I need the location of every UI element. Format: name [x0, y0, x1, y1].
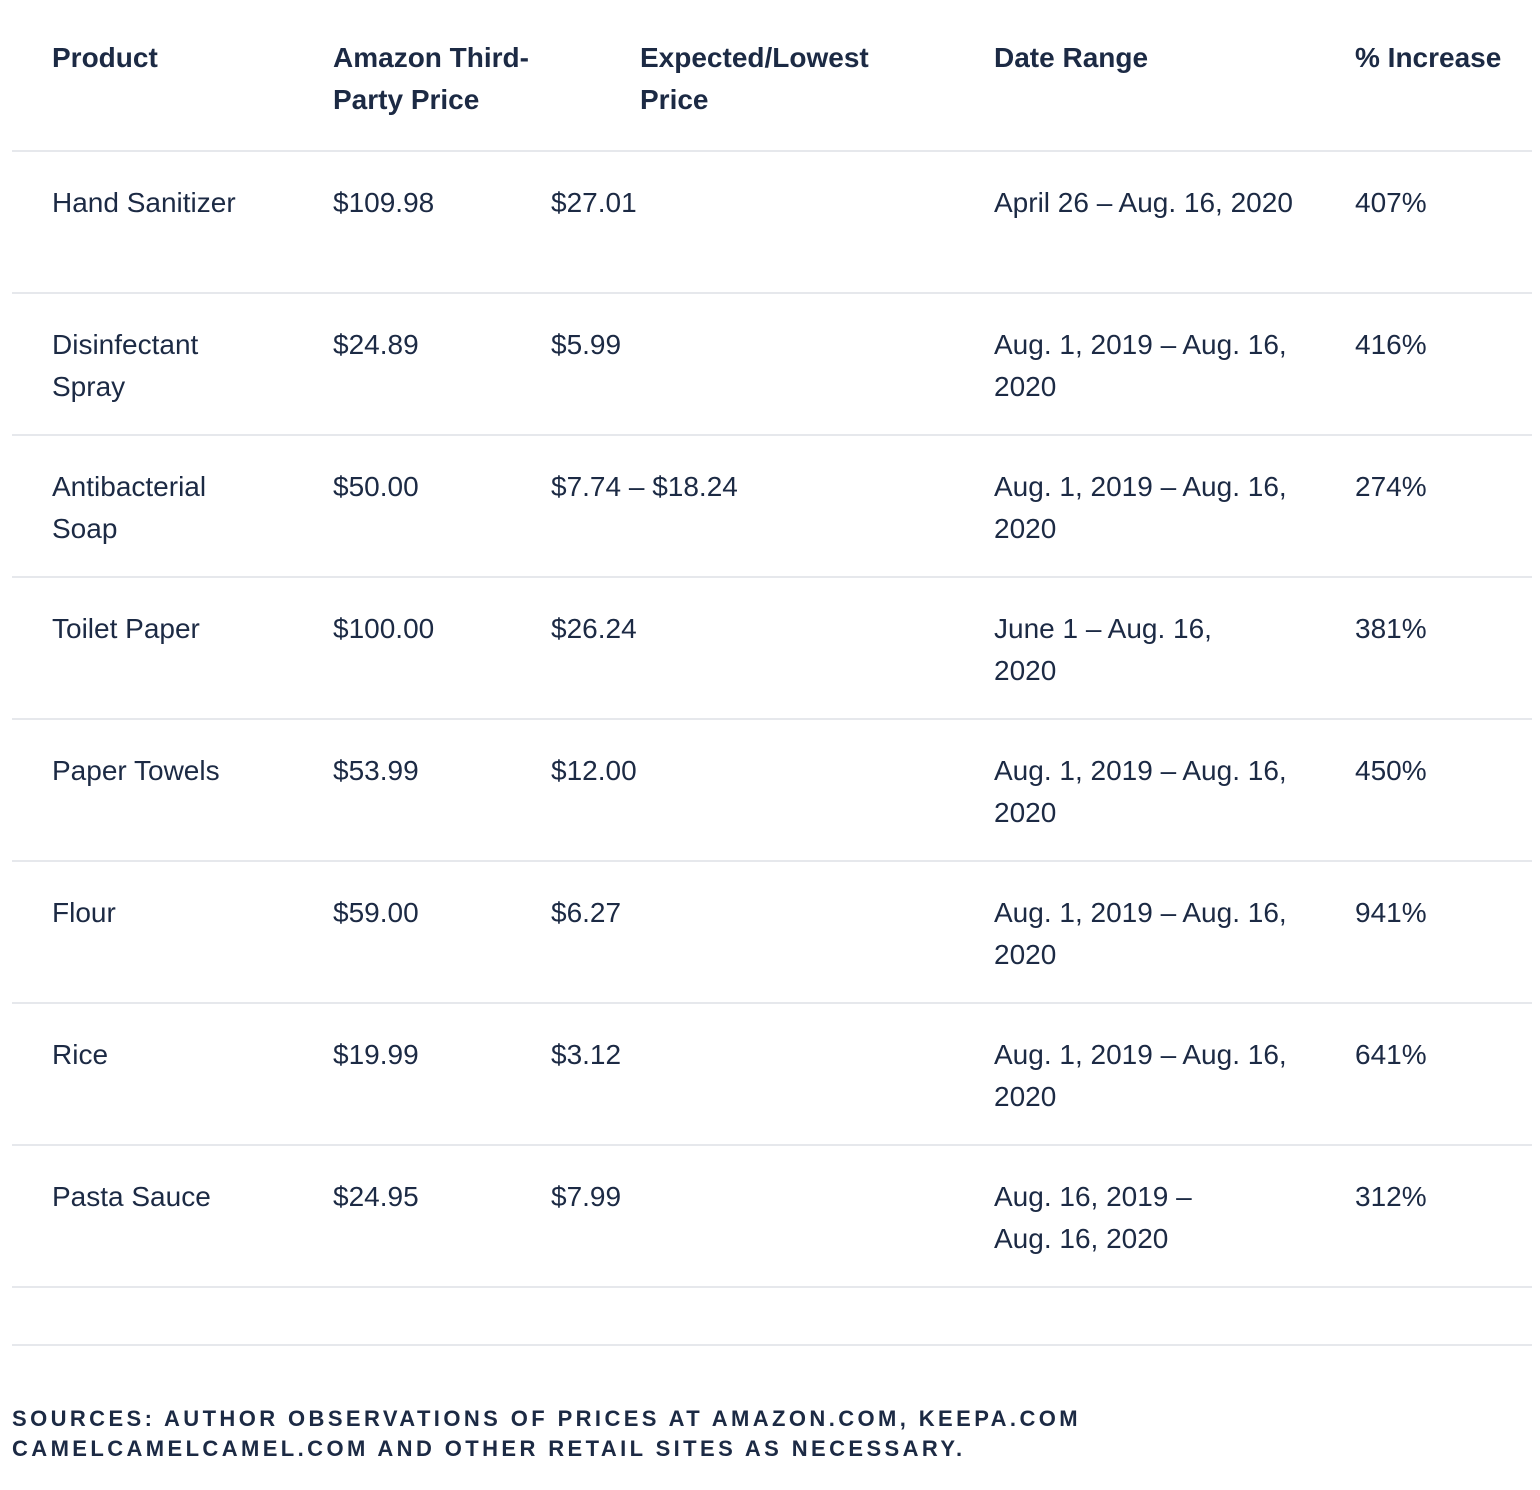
cell-pct-increase: 416% [1355, 329, 1427, 360]
cell-date-range: Aug. 1, 2019 – Aug. 16, 2020 [994, 755, 1287, 828]
table-row: Disinfectant Spray $24.89 $5.99 Aug. 1, … [12, 294, 1532, 436]
cell-amazon-price: $59.00 [333, 897, 419, 928]
header-product: Product [52, 42, 158, 73]
cell-date-range: Aug. 1, 2019 – Aug. 16, 2020 [994, 897, 1287, 970]
header-date-range: Date Range [994, 42, 1149, 73]
cell-expected-price: $7.74 – $18.24 [551, 471, 738, 502]
cell-product: Antibacterial Soap [52, 471, 207, 544]
cell-date-range: Aug. 1, 2019 – Aug. 16, 2020 [994, 1039, 1287, 1112]
cell-product: Flour [52, 897, 116, 928]
table-row: Hand Sanitizer $109.98 $27.01 April 26 –… [12, 152, 1532, 294]
cell-expected-price: $27.01 [551, 187, 637, 218]
cell-date-range: Aug. 1, 2019 – Aug. 16, 2020 [994, 471, 1287, 544]
cell-product: Disinfectant Spray [52, 329, 199, 402]
cell-pct-increase: 312% [1355, 1181, 1427, 1212]
table-row: Antibacterial Soap $50.00 $7.74 – $18.24… [12, 436, 1532, 578]
sources-line-1: SOURCES: AUTHOR OBSERVATIONS OF PRICES A… [12, 1406, 1081, 1431]
cell-product: Hand Sanitizer [52, 187, 236, 218]
cell-amazon-price: $109.98 [333, 187, 435, 218]
sources-line-2: CAMELCAMELCAMEL.COM AND OTHER RETAIL SIT… [12, 1436, 966, 1461]
cell-date-range: Aug. 1, 2019 – Aug. 16, 2020 [994, 329, 1287, 402]
cell-pct-increase: 381% [1355, 613, 1427, 644]
table-row: Rice $19.99 $3.12 Aug. 1, 2019 – Aug. 16… [12, 1004, 1532, 1146]
cell-product: Toilet Paper [52, 613, 200, 644]
cell-amazon-price: $24.89 [333, 329, 419, 360]
cell-pct-increase: 274% [1355, 471, 1427, 502]
cell-date-range: Aug. 16, 2019 – Aug. 16, 2020 [994, 1181, 1192, 1254]
price-table: Product Amazon Third-Party Price Expecte… [12, 0, 1532, 1346]
sources-note: SOURCES: AUTHOR OBSERVATIONS OF PRICES A… [12, 1404, 1492, 1464]
cell-amazon-price: $24.95 [333, 1181, 419, 1212]
cell-expected-price: $3.12 [551, 1039, 622, 1070]
cell-pct-increase: 941% [1355, 897, 1427, 928]
cell-pct-increase: 641% [1355, 1039, 1427, 1070]
cell-pct-increase: 450% [1355, 755, 1427, 786]
table-footer-divider [12, 1288, 1532, 1346]
table-row: Toilet Paper $100.00 $26.24 June 1 – Aug… [12, 578, 1532, 720]
header-amazon-price: Amazon Third-Party Price [333, 42, 529, 115]
cell-date-range: April 26 – Aug. 16, 2020 [994, 187, 1293, 218]
cell-product: Paper Towels [52, 755, 220, 786]
cell-amazon-price: $19.99 [333, 1039, 419, 1070]
header-expected-price: Expected/Lowest Price [640, 42, 869, 115]
cell-product: Pasta Sauce [52, 1181, 211, 1212]
table-row: Pasta Sauce $24.95 $7.99 Aug. 16, 2019 –… [12, 1146, 1532, 1288]
cell-product: Rice [52, 1039, 109, 1070]
cell-expected-price: $7.99 [551, 1181, 622, 1212]
cell-expected-price: $12.00 [551, 755, 637, 786]
table-row: Paper Towels $53.99 $12.00 Aug. 1, 2019 … [12, 720, 1532, 862]
cell-expected-price: $26.24 [551, 613, 637, 644]
header-pct-increase: % Increase [1355, 42, 1502, 73]
cell-pct-increase: 407% [1355, 187, 1427, 218]
cell-expected-price: $6.27 [551, 897, 622, 928]
table-row: Flour $59.00 $6.27 Aug. 1, 2019 – Aug. 1… [12, 862, 1532, 1004]
table-header-row: Product Amazon Third-Party Price Expecte… [12, 0, 1532, 152]
cell-date-range: June 1 – Aug. 16, 2020 [994, 613, 1212, 686]
cell-amazon-price: $53.99 [333, 755, 419, 786]
cell-amazon-price: $50.00 [333, 471, 419, 502]
cell-expected-price: $5.99 [551, 329, 622, 360]
cell-amazon-price: $100.00 [333, 613, 435, 644]
